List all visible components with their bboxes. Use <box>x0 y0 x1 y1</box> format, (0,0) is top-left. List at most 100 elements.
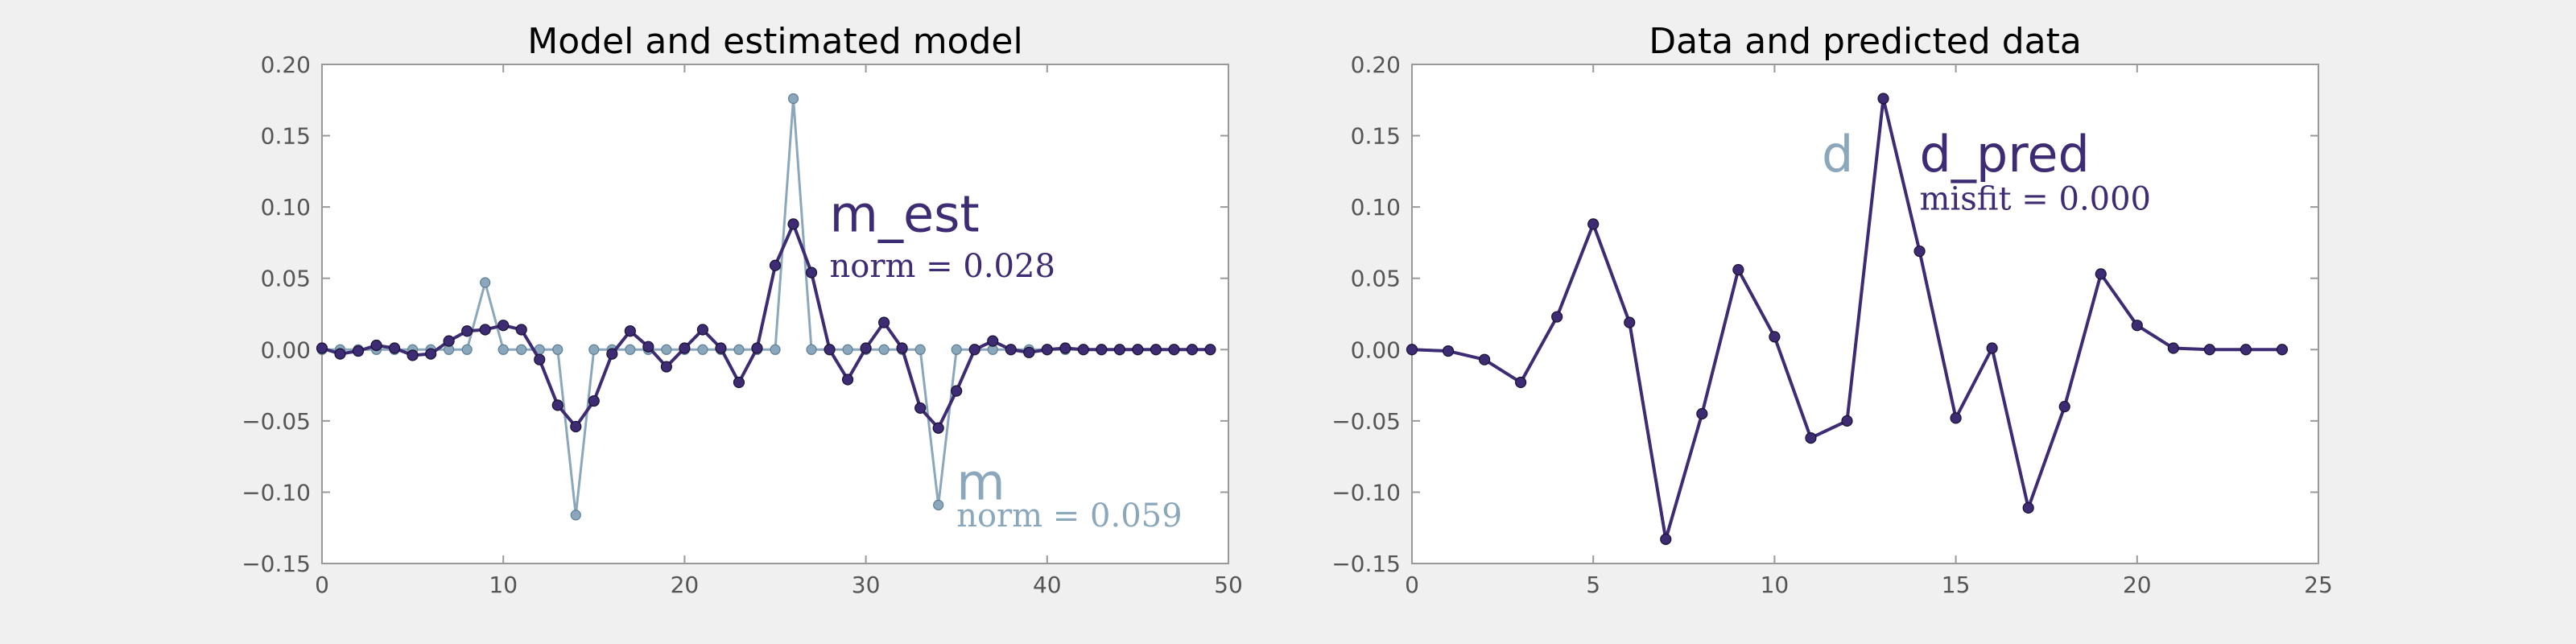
left-series-m-est-point <box>1005 344 1017 356</box>
left-series-m-est-point <box>370 339 382 352</box>
left-series-m-est-point <box>334 348 346 360</box>
left-annotation-m-norm: norm = 0.059 <box>956 497 1182 535</box>
left-series-m-est-point <box>1041 344 1053 356</box>
right-x-tick-label: 25 <box>2304 572 2333 598</box>
right-y-tick-label: 0.20 <box>1351 52 1401 78</box>
left-x-tick-label: 50 <box>1214 572 1243 598</box>
left-y-tick-label: 0.05 <box>261 266 311 292</box>
left-series-m-point <box>842 344 853 355</box>
left-series-m-est-point <box>515 324 527 336</box>
right-series-d-pred-point <box>2167 342 2179 354</box>
left-annotation-m: m <box>956 452 1005 511</box>
right-annotation-d-pred: d_pred <box>1920 125 2090 184</box>
left-y-tick-label: 0.00 <box>261 336 311 363</box>
left-series-m-est-point <box>1059 342 1071 354</box>
left-series-m-est-point <box>443 335 455 347</box>
left-plot-area <box>321 64 1229 564</box>
right-series-d-pred-point <box>1696 407 1708 420</box>
left-y-tick-label: −0.05 <box>242 408 311 435</box>
left-series-m-est-point <box>534 353 546 365</box>
right-series-d-pred-point <box>2131 320 2143 332</box>
left-series-m-est-point <box>1186 344 1199 356</box>
left-series-m-point <box>461 344 473 355</box>
left-series-m-est-point <box>715 342 727 354</box>
left-series-m-est-point <box>570 420 582 433</box>
left-series-m-point <box>661 344 672 355</box>
left-series-m-est-point <box>841 374 854 386</box>
left-series-m-est-point <box>461 325 473 337</box>
left-series-m-est-point <box>425 348 437 360</box>
right-series-d-pred-point <box>1950 412 1962 424</box>
right-x-tick-label: 10 <box>1761 572 1790 598</box>
right-x-tick-label: 0 <box>1405 572 1419 598</box>
right-y-tick-label: −0.15 <box>1331 551 1401 577</box>
left-x-tick-label: 0 <box>315 572 329 598</box>
right-series-d-pred-point <box>1732 263 1744 276</box>
right-annotation-misfit: misfit = 0.000 <box>1920 181 2151 218</box>
left-series-m-est-point <box>1023 346 1035 358</box>
left-series-m-est-point <box>497 320 510 332</box>
left-x-tick-label: 30 <box>852 572 881 598</box>
left-series-m-point <box>933 499 944 510</box>
right-x-tick-label: 20 <box>2123 572 2152 598</box>
right-x-tick-label: 15 <box>1942 572 1971 598</box>
left-series-m-point <box>570 510 581 521</box>
left-x-tick-label: 10 <box>489 572 518 598</box>
left-y-tick-label: 0.10 <box>261 194 311 221</box>
left-series-m-est-point <box>896 342 908 354</box>
right-series-d-pred-point <box>1913 245 1926 258</box>
left-series-m-point <box>951 344 962 355</box>
right-plot-area <box>1411 64 2319 564</box>
right-x-tick-label: 5 <box>1586 572 1600 598</box>
left-series-m-est-point <box>1077 344 1089 356</box>
left-series-m-point <box>787 93 799 105</box>
right-series-d-pred-point <box>1769 331 1781 343</box>
right-series-d-pred-point <box>1841 415 1853 427</box>
right-series-d-pred-point <box>2058 401 2070 413</box>
left-series-m-est-point <box>987 335 999 347</box>
left-series-m-point <box>770 344 781 355</box>
left-series-m-est-point <box>316 342 328 354</box>
right-y-tick-label: 0.15 <box>1351 123 1401 150</box>
right-y-tick-label: 0.00 <box>1351 336 1401 363</box>
left-series-m-point <box>733 344 745 355</box>
left-series-m-point <box>516 344 527 355</box>
left-series-m-est-point <box>968 344 980 356</box>
right-series-d-pred <box>1406 93 2289 545</box>
right-series-d-pred-point <box>2203 344 2215 356</box>
left-annotation-m-est: m_est <box>830 184 980 243</box>
right-series-d-pred-point <box>2276 344 2289 356</box>
left-series-m-point <box>697 344 708 355</box>
right-series-d-pred-point <box>1551 311 1563 323</box>
left-series-m-est-point <box>606 348 618 360</box>
left-series-m-est-point <box>588 394 600 407</box>
right-series-d-pred-point <box>1986 342 1998 354</box>
left-annotation-m-est-norm: norm = 0.028 <box>830 248 1055 285</box>
left-series-m-est-point <box>551 399 564 411</box>
left-chart-title: Model and estimated model <box>527 21 1022 62</box>
left-series-m-point <box>588 344 600 355</box>
left-series-m-est-point <box>1113 344 1125 356</box>
left-series-m-point <box>480 277 491 288</box>
left-series-m-point <box>914 344 926 355</box>
left-series-m-est-point <box>479 324 491 336</box>
left-series-m-est-point <box>696 324 709 336</box>
right-y-tick-label: −0.05 <box>1331 408 1401 435</box>
left-series-m-est-point <box>914 402 927 415</box>
left-series-m-point <box>878 344 890 355</box>
left-series-m-est-point <box>679 342 691 354</box>
left-series-m-est-point <box>733 376 745 389</box>
left-series-m-est-point <box>1132 344 1144 356</box>
left-series-m-est-point <box>878 316 890 328</box>
right-series-d-pred-point <box>1805 432 1817 444</box>
left-series-m-est-point <box>769 259 782 271</box>
right-series-d-pred-point <box>1515 376 1527 389</box>
right-annotation-d: d <box>1822 125 1853 184</box>
right-series-d-pred-point <box>1442 345 1455 357</box>
left-y-tick-label: 0.20 <box>261 52 311 78</box>
right-y-tick-label: 0.05 <box>1351 266 1401 292</box>
left-series-m-point <box>625 344 636 355</box>
left-x-tick-label: 40 <box>1033 572 1062 598</box>
left-y-tick-label: −0.15 <box>242 551 311 577</box>
